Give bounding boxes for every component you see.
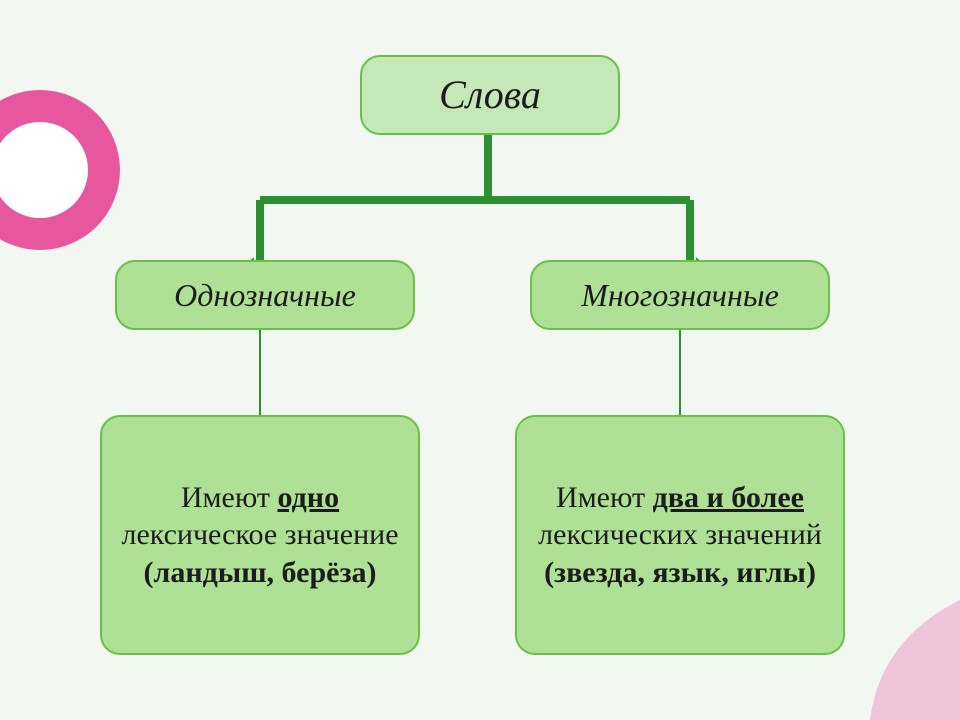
description-left-node: Имеют одно лексическое значение (ландыш,… (100, 415, 420, 655)
description-right-text: Имеют два и более лексических значений (… (531, 479, 829, 592)
desc-right-emph: два и более (653, 481, 804, 514)
description-left-text: Имеют одно лексическое значение (ландыш,… (116, 479, 404, 592)
root-label: Слова (439, 70, 541, 120)
category-right-node: Многозначные (530, 260, 830, 330)
desc-right-prefix: Имеют (556, 481, 653, 514)
category-left-node: Однозначные (115, 260, 415, 330)
desc-left-emph: одно (277, 481, 339, 514)
desc-right-examples: (звезда, язык, иглы) (544, 556, 816, 589)
desc-right-middle: лексических значений (538, 518, 822, 551)
category-left-label: Однозначные (174, 275, 356, 315)
desc-left-prefix: Имеют (181, 481, 278, 514)
category-right-label: Многозначные (581, 275, 779, 315)
diagram-content: Слова Однозначные Многозначные Имеют одн… (0, 0, 960, 720)
desc-left-middle: лексическое значение (121, 518, 398, 551)
desc-left-examples: (ландыш, берёза) (144, 556, 377, 589)
description-right-node: Имеют два и более лексических значений (… (515, 415, 845, 655)
root-node: Слова (360, 55, 620, 135)
